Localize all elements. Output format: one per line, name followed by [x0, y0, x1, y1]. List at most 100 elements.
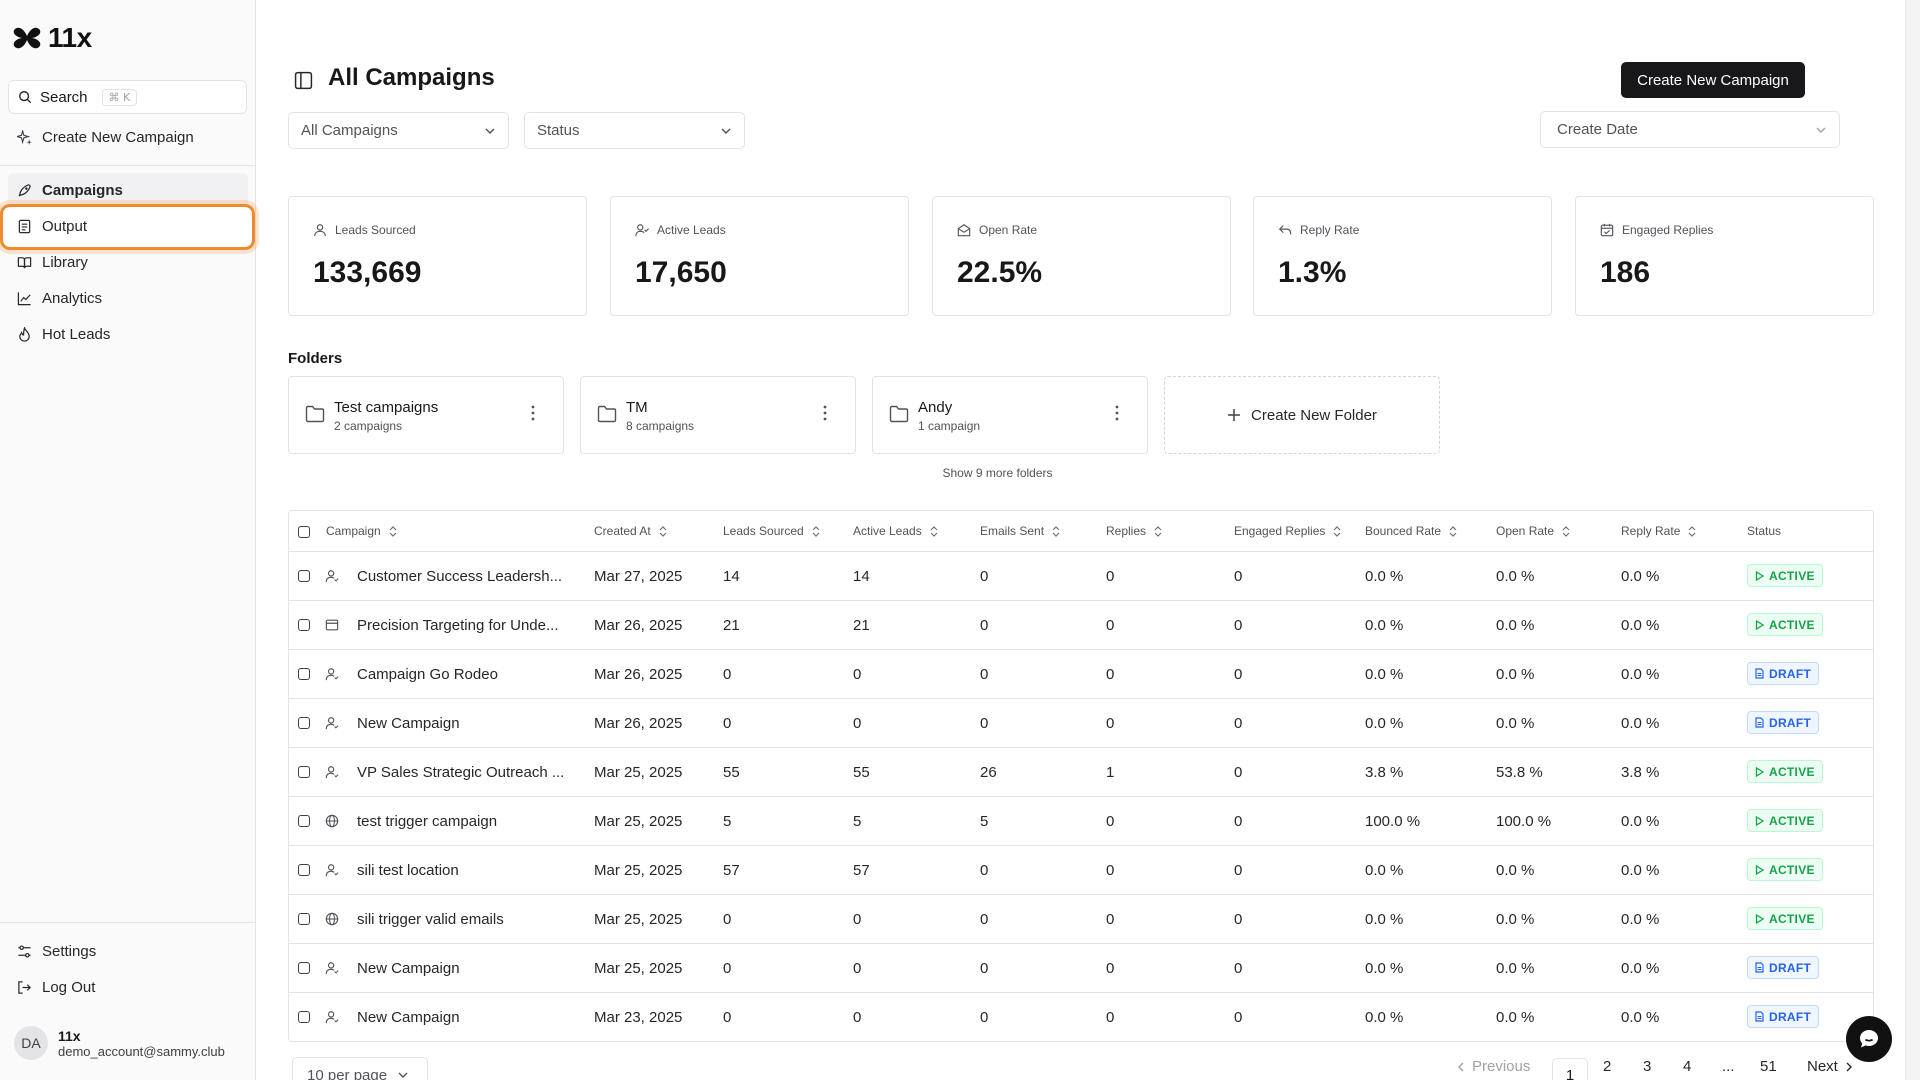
- column-header[interactable]: Open Rate: [1496, 524, 1570, 538]
- user-profile[interactable]: DA 11x demo_account@sammy.club: [14, 1026, 225, 1060]
- campaign-name-link[interactable]: sili trigger valid emails: [357, 911, 504, 928]
- campaign-name-link[interactable]: VP Sales Strategic Outreach ...: [357, 764, 565, 781]
- table-row[interactable]: sili trigger valid emails Mar 25, 2025 0 0 0…: [289, 895, 1873, 944]
- next-label: Next: [1807, 1058, 1838, 1075]
- sidebar-item-campaigns[interactable]: Campaigns: [8, 173, 248, 207]
- campaign-name-link[interactable]: Customer Success Leadersh...: [357, 568, 563, 585]
- page-scrollbar[interactable]: [1905, 0, 1920, 1080]
- folder-icon: [597, 405, 617, 423]
- sidebar-toggle-icon[interactable]: [294, 71, 313, 90]
- column-header[interactable]: Emails Sent: [980, 524, 1060, 538]
- next-page-button[interactable]: Next: [1807, 1058, 1854, 1075]
- table-row[interactable]: Customer Success Leadersh... Mar 27, 2025…: [289, 552, 1873, 601]
- row-checkbox[interactable]: [298, 570, 310, 582]
- chat-support-button[interactable]: [1846, 1016, 1892, 1062]
- previous-page-button[interactable]: Previous: [1456, 1058, 1530, 1075]
- search-input[interactable]: Search ⌘ K: [8, 80, 247, 114]
- sidebar-item-output[interactable]: Output: [8, 209, 248, 243]
- status-filter-select[interactable]: Status: [524, 112, 745, 149]
- user-name: 11x: [58, 1027, 81, 1044]
- column-header[interactable]: Campaign: [326, 524, 397, 538]
- date-sort-select[interactable]: Create Date: [1540, 111, 1840, 148]
- table-row[interactable]: New Campaign Mar 23, 2025 0 0 0 0 0 0.0 % 0.0 % 0…: [289, 993, 1873, 1041]
- campaign-name-link[interactable]: New Campaign: [357, 1009, 460, 1026]
- show-more-folders-link[interactable]: Show 9 more folders: [942, 466, 1053, 480]
- cell-open: 0.0 %: [1496, 715, 1535, 732]
- user-icon: [325, 863, 339, 881]
- create-campaign-nav[interactable]: Create New Campaign: [8, 120, 248, 154]
- row-checkbox[interactable]: [298, 815, 310, 827]
- table-row[interactable]: Precision Targeting for Unde... Mar 26, 2…: [289, 601, 1873, 650]
- file-icon: [1755, 668, 1764, 679]
- campaign-name-link[interactable]: New Campaign: [357, 715, 460, 732]
- stat-value: 133,669: [313, 256, 422, 289]
- sidebar-item-analytics[interactable]: Analytics: [8, 281, 248, 315]
- more-vertical-icon[interactable]: [531, 405, 535, 421]
- column-header[interactable]: Active Leads: [853, 524, 938, 538]
- table-row[interactable]: New Campaign Mar 25, 2025 0 0 0 0 0 0.0 % 0.0 % 0…: [289, 944, 1873, 993]
- sidebar-item-hot-leads[interactable]: Hot Leads: [8, 317, 248, 351]
- column-label: Reply Rate: [1621, 524, 1681, 538]
- cell-engaged: 0: [1234, 1009, 1243, 1026]
- sort-icon: [1333, 525, 1341, 537]
- folder-card[interactable]: Test campaigns 2 campaigns: [288, 376, 564, 454]
- search-icon: [19, 91, 32, 104]
- cell-reply: 0.0 %: [1621, 813, 1660, 830]
- per-page-select[interactable]: 10 per page: [292, 1057, 428, 1080]
- folder-card[interactable]: TM 8 campaigns: [580, 376, 856, 454]
- globe-icon: [325, 912, 339, 930]
- column-header[interactable]: Leads Sourced: [723, 524, 820, 538]
- sliders-icon: [18, 944, 31, 958]
- page-button[interactable]: 2: [1603, 1058, 1612, 1075]
- row-checkbox[interactable]: [298, 913, 310, 925]
- row-checkbox[interactable]: [298, 1011, 310, 1023]
- user-email: demo_account@sammy.club: [58, 1043, 225, 1059]
- row-checkbox[interactable]: [298, 619, 310, 631]
- select-all-checkbox[interactable]: [298, 526, 310, 538]
- create-folder-button[interactable]: Create New Folder: [1164, 376, 1440, 454]
- campaign-name-link[interactable]: sili test location: [357, 862, 459, 879]
- settings-nav[interactable]: Settings: [8, 934, 248, 968]
- table-row[interactable]: Campaign Go Rodeo Mar 26, 2025 0 0 0 0 0 0.0 % 0…: [289, 650, 1873, 699]
- page-button[interactable]: 4: [1683, 1058, 1692, 1075]
- column-header[interactable]: Replies: [1106, 524, 1162, 538]
- row-checkbox[interactable]: [298, 717, 310, 729]
- page-button-current[interactable]: 1: [1552, 1058, 1588, 1080]
- column-header[interactable]: Reply Rate: [1621, 524, 1696, 538]
- table-row[interactable]: sili test location Mar 25, 2025 57 57 0 0 0 0.0…: [289, 846, 1873, 895]
- row-checkbox[interactable]: [298, 766, 310, 778]
- app-logo[interactable]: 11x: [12, 22, 92, 54]
- more-vertical-icon[interactable]: [1115, 405, 1119, 421]
- column-header[interactable]: Bounced Rate: [1365, 524, 1457, 538]
- campaign-name-link[interactable]: Campaign Go Rodeo: [357, 666, 498, 683]
- campaign-name-link[interactable]: test trigger campaign: [357, 813, 498, 830]
- stat-card-reply-rate: Reply Rate 1.3%: [1253, 196, 1552, 316]
- more-vertical-icon[interactable]: [823, 405, 827, 421]
- row-checkbox[interactable]: [298, 668, 310, 680]
- table-row[interactable]: New Campaign Mar 26, 2025 0 0 0 0 0 0.0 % 0.0 % 0…: [289, 699, 1873, 748]
- cell-open: 0.0 %: [1496, 617, 1535, 634]
- page-button[interactable]: 3: [1643, 1058, 1652, 1075]
- campaign-name-link[interactable]: Precision Targeting for Unde...: [357, 617, 559, 634]
- column-header[interactable]: Created At: [594, 524, 667, 538]
- row-checkbox[interactable]: [298, 962, 310, 974]
- cell-created: Mar 25, 2025: [594, 813, 683, 830]
- logout-nav[interactable]: Log Out: [8, 970, 248, 1004]
- sidebar-item-label: Hot Leads: [42, 325, 111, 343]
- sidebar-item-library[interactable]: Library: [8, 245, 248, 279]
- column-header[interactable]: Engaged Replies: [1234, 524, 1341, 538]
- table-row[interactable]: test trigger campaign Mar 25, 2025 5 5 5 0 0 10…: [289, 797, 1873, 846]
- cell-created: Mar 25, 2025: [594, 911, 683, 928]
- create-campaign-button[interactable]: Create New Campaign: [1621, 62, 1805, 98]
- row-checkbox[interactable]: [298, 864, 310, 876]
- table-row[interactable]: VP Sales Strategic Outreach ... Mar 25, 2…: [289, 748, 1873, 797]
- chevron-left-icon: [1458, 1062, 1464, 1071]
- campaign-name-link[interactable]: New Campaign: [357, 960, 460, 977]
- sidebar-bottom-divider: [0, 922, 256, 923]
- play-icon: [1755, 913, 1764, 924]
- folder-count: 8 campaigns: [626, 419, 695, 433]
- folder-card[interactable]: Andy 1 campaign: [872, 376, 1148, 454]
- campaign-filter-select[interactable]: All Campaigns: [288, 112, 509, 149]
- page-button[interactable]: 51: [1760, 1058, 1777, 1075]
- status-badge: DRAFT: [1747, 956, 1820, 979]
